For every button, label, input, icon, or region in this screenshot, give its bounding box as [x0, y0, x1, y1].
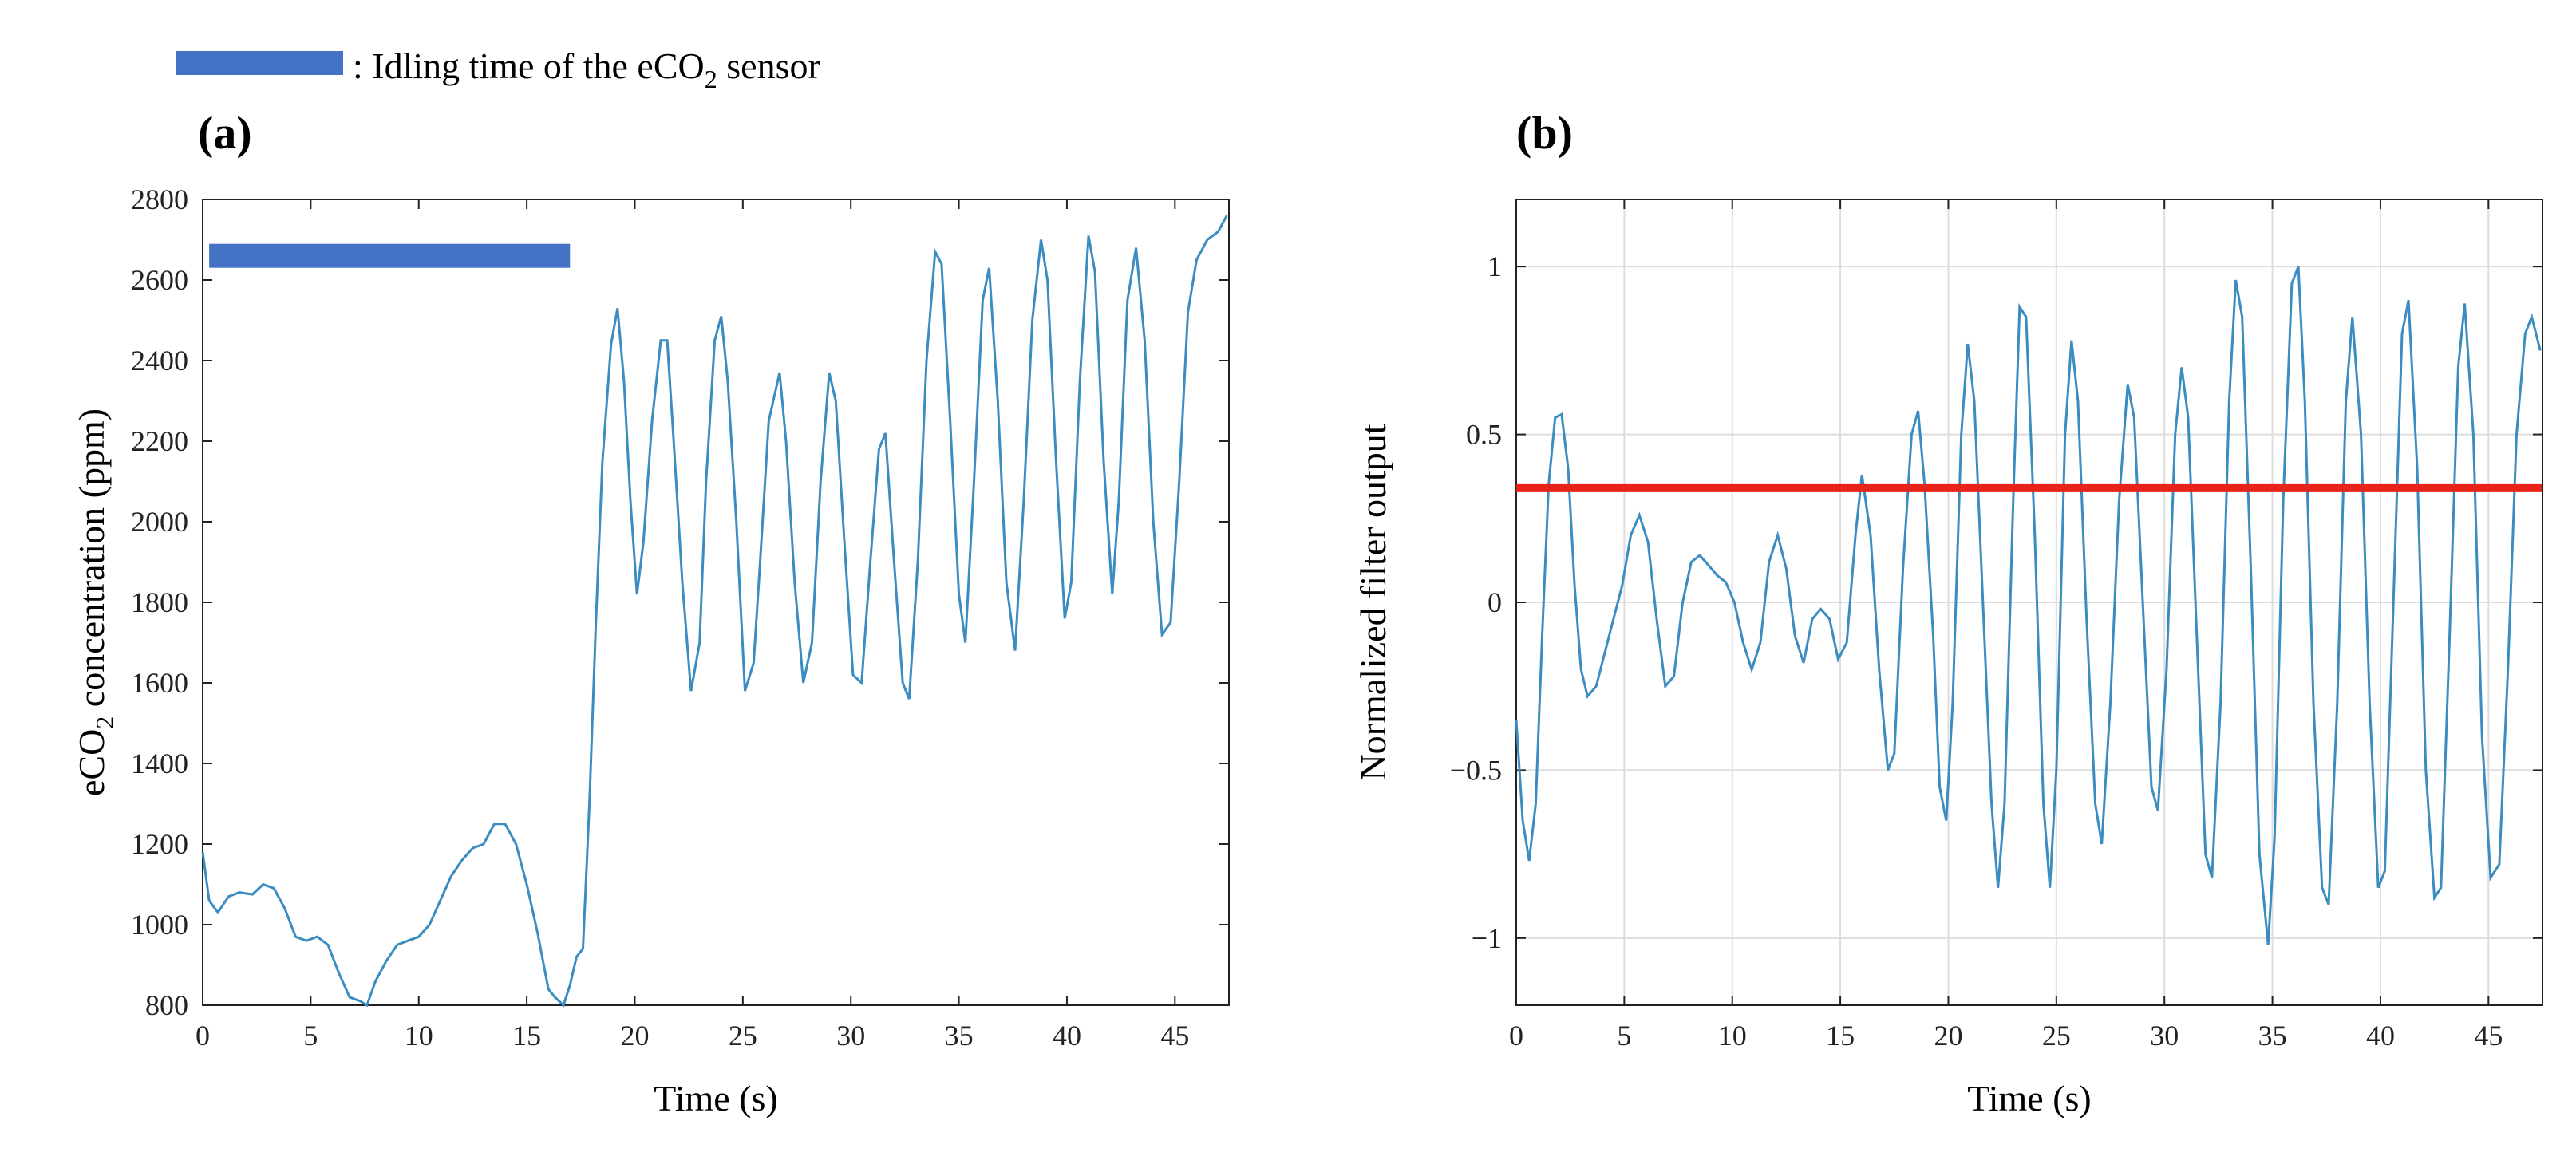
chart-b-ylabel: Normalized filter output: [1353, 424, 1393, 780]
x-tick-label-15: 15: [1826, 1020, 1855, 1051]
y-tick-label-0: 800: [145, 989, 188, 1021]
x-tick-label-40: 40: [1053, 1020, 1081, 1051]
chart-a: 0 5 10 15 20 25 30 35 40 45 800 1000 1200 1400 1600 180…: [71, 183, 1230, 1118]
y-tick-label-4: 1: [1488, 251, 1502, 282]
x-tick-label-15: 15: [512, 1020, 541, 1051]
x-tick-label-5: 5: [1617, 1020, 1631, 1051]
panel-label-b: (b): [1516, 107, 1573, 159]
y-tick-label-1: −0.5: [1450, 754, 1502, 786]
x-tick-label-20: 20: [620, 1020, 649, 1051]
y-tick-label-2: 0: [1488, 586, 1502, 618]
x-tick-label-5: 5: [303, 1020, 318, 1051]
x-tick-label-10: 10: [1718, 1020, 1747, 1051]
chart-a-frame: [202, 199, 1230, 1006]
x-tick-label-45: 45: [1160, 1020, 1189, 1051]
legend: : Idling time of the eCO2 sensor: [176, 45, 820, 93]
x-tick-label-25: 25: [729, 1020, 757, 1051]
x-tick-label-40: 40: [2366, 1020, 2395, 1051]
chart-a-xlabel: Time (s): [654, 1078, 778, 1118]
y-tick-label-4: 1600: [131, 667, 188, 699]
y-tick-label-7: 2200: [131, 425, 188, 457]
x-tick-label-0: 0: [1509, 1020, 1523, 1051]
x-tick-label-45: 45: [2474, 1020, 2503, 1051]
idle-bar: [209, 243, 571, 268]
x-tick-label-30: 30: [836, 1020, 865, 1051]
legend-idle-swatch: [176, 51, 343, 75]
legend-text: : Idling time of the eCO2 sensor: [353, 45, 820, 93]
y-tick-label-8: 2400: [131, 345, 188, 377]
y-tick-label-1: 1000: [131, 909, 188, 941]
x-tick-label-0: 0: [196, 1020, 210, 1051]
eco2-series-line: [201, 215, 1228, 1008]
x-tick-label-10: 10: [405, 1020, 433, 1051]
chart-b-xlabel: Time (s): [1967, 1078, 2092, 1118]
y-tick-label-10: 2800: [131, 183, 188, 215]
filter-series-line: [1515, 266, 2542, 945]
y-tick-label-5: 1800: [131, 586, 188, 618]
x-tick-label-20: 20: [1934, 1020, 1962, 1051]
panel-label-a: (a): [198, 107, 252, 159]
y-tick-label-3: 1400: [131, 748, 188, 779]
y-tick-label-9: 2600: [131, 264, 188, 296]
x-tick-label-30: 30: [2150, 1020, 2179, 1051]
y-tick-label-6: 2000: [131, 506, 188, 538]
chart-b-frame: [1515, 199, 2543, 1006]
chart-b: 0 5 10 15 20 25 30 35 40 45 −1 −0.5 0 0.5 1 Time (s) N…: [1353, 199, 2543, 1118]
y-tick-label-3: 0.5: [1466, 419, 1502, 451]
y-tick-label-2: 1200: [131, 828, 188, 860]
chart-a-ylabel: eCO2 concentration (ppm): [71, 408, 119, 796]
x-tick-label-35: 35: [945, 1020, 974, 1051]
x-tick-label-25: 25: [2042, 1020, 2071, 1051]
x-tick-label-35: 35: [2258, 1020, 2287, 1051]
y-tick-label-0: −1: [1472, 922, 1502, 954]
